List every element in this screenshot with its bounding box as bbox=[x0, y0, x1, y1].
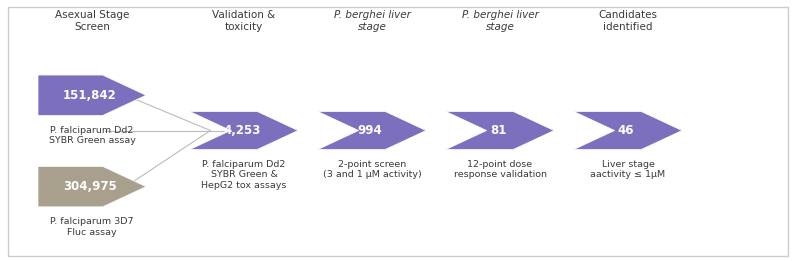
Text: Liver stage
aactivity ≤ 1μM: Liver stage aactivity ≤ 1μM bbox=[590, 160, 666, 179]
Text: P. berghei liver
stage: P. berghei liver stage bbox=[334, 10, 410, 32]
Text: P. falciparum Dd2
SYBR Green assay: P. falciparum Dd2 SYBR Green assay bbox=[49, 126, 135, 145]
Text: Asexual Stage
Screen: Asexual Stage Screen bbox=[55, 10, 129, 32]
Text: P. berghei liver
stage: P. berghei liver stage bbox=[462, 10, 538, 32]
FancyBboxPatch shape bbox=[8, 7, 788, 256]
Text: 2-point screen
(3 and 1 μM activity): 2-point screen (3 and 1 μM activity) bbox=[322, 160, 422, 179]
Polygon shape bbox=[318, 112, 426, 149]
Polygon shape bbox=[38, 167, 146, 207]
Text: 46: 46 bbox=[618, 124, 634, 137]
Text: P. falciparum Dd2
SYBR Green &
HepG2 tox assays: P. falciparum Dd2 SYBR Green & HepG2 tox… bbox=[202, 160, 286, 190]
Text: Candidates
identified: Candidates identified bbox=[598, 10, 658, 32]
Text: 81: 81 bbox=[490, 124, 506, 137]
Text: 4,253: 4,253 bbox=[223, 124, 261, 137]
Polygon shape bbox=[574, 112, 682, 149]
Text: 994: 994 bbox=[358, 124, 382, 137]
Polygon shape bbox=[446, 112, 554, 149]
Polygon shape bbox=[190, 112, 298, 149]
Text: Validation &
toxicity: Validation & toxicity bbox=[212, 10, 276, 32]
Text: 304,975: 304,975 bbox=[63, 180, 117, 193]
Text: 151,842: 151,842 bbox=[63, 89, 117, 102]
Text: P. falciparum 3D7
Fluc assay: P. falciparum 3D7 Fluc assay bbox=[50, 217, 134, 237]
Text: 12-point dose
response validation: 12-point dose response validation bbox=[454, 160, 546, 179]
Polygon shape bbox=[38, 75, 146, 115]
